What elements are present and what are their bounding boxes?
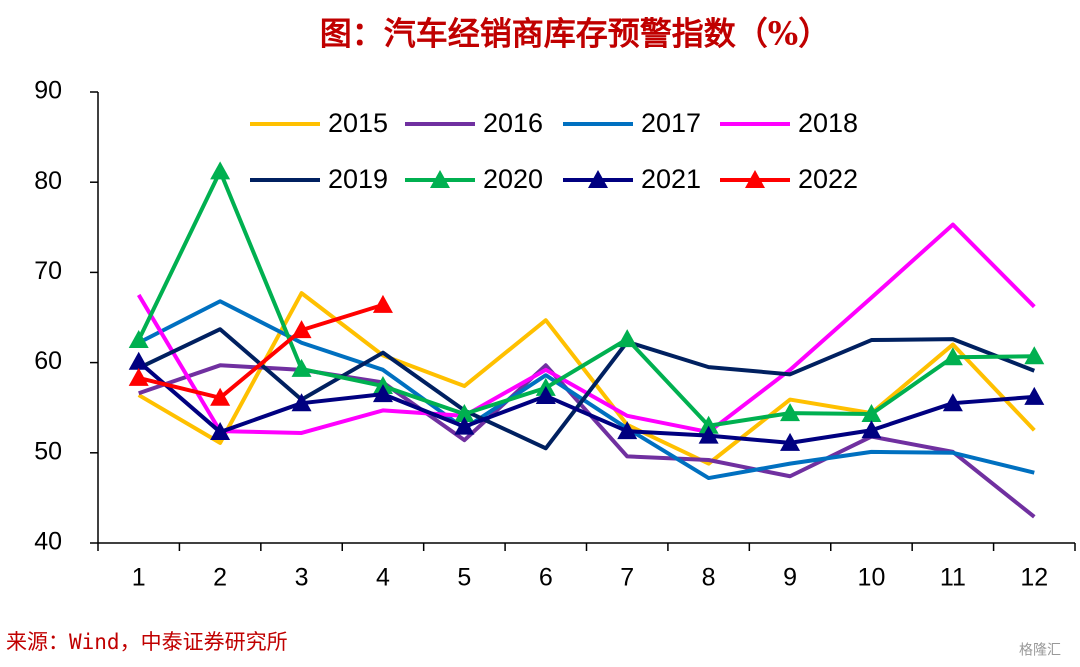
marker — [210, 161, 231, 180]
marker — [1024, 386, 1045, 405]
x-tick-label: 12 — [1020, 564, 1048, 592]
legend-label: 2020 — [483, 164, 543, 194]
x-tick-label: 6 — [539, 564, 553, 592]
watermark: 格隆汇 — [1019, 642, 1061, 658]
marker — [210, 422, 231, 441]
marker — [454, 404, 475, 423]
marker — [861, 420, 882, 439]
x-tick-label: 1 — [132, 564, 146, 592]
y-tick-label: 70 — [34, 257, 62, 285]
marker — [128, 330, 149, 349]
marker — [128, 367, 149, 386]
marker — [861, 404, 882, 423]
legend-label: 2021 — [641, 164, 701, 194]
x-tick-label: 7 — [620, 564, 634, 592]
marker — [291, 320, 312, 339]
x-tick-label: 9 — [783, 564, 797, 592]
marker — [535, 385, 556, 404]
source: 来源：Wind，中泰证券研究所 — [6, 630, 288, 654]
marker — [291, 358, 312, 377]
series-line — [137, 360, 1035, 445]
marker — [698, 415, 719, 434]
x-tick-label: 8 — [702, 564, 716, 592]
legend-marker — [588, 170, 608, 188]
legend-marker — [430, 170, 450, 188]
marker — [698, 425, 719, 444]
x-tick-label: 10 — [858, 564, 886, 592]
legend-marker — [745, 170, 765, 188]
y-tick-label: 60 — [34, 347, 62, 375]
series-line — [136, 169, 1035, 428]
chart-title: 图：汽车经销商库存预警指数（%） — [320, 15, 830, 53]
y-tick-label: 90 — [34, 77, 62, 105]
y-tick-label: 40 — [34, 528, 62, 556]
x-tick-label: 5 — [457, 564, 471, 592]
marker — [210, 387, 231, 406]
marker — [942, 393, 963, 412]
marker — [372, 294, 393, 313]
marker — [128, 351, 149, 370]
y-tick-label: 80 — [34, 167, 62, 195]
marker — [780, 403, 801, 422]
legend-label: 2019 — [328, 164, 388, 194]
legend-label: 2017 — [641, 108, 701, 138]
x-tick-label: 4 — [376, 564, 390, 592]
marker — [372, 384, 393, 403]
marker — [942, 347, 963, 366]
legend-label: 2018 — [798, 108, 858, 138]
marker — [617, 329, 638, 348]
series-line — [137, 327, 1036, 451]
x-tick-label: 2 — [213, 564, 227, 592]
marker — [617, 421, 638, 440]
marker — [291, 393, 312, 412]
marker — [454, 416, 475, 435]
marker — [780, 432, 801, 451]
y-tick-label: 50 — [34, 437, 62, 465]
series-line — [138, 302, 384, 400]
x-tick-label: 11 — [940, 564, 966, 592]
series-line — [138, 363, 1036, 519]
legend-label: 2015 — [328, 108, 388, 138]
legend-label: 2022 — [798, 164, 858, 194]
x-tick-label: 3 — [295, 564, 309, 592]
legend-label: 2016 — [483, 108, 543, 138]
marker — [1024, 346, 1045, 365]
series-line — [137, 291, 1036, 466]
